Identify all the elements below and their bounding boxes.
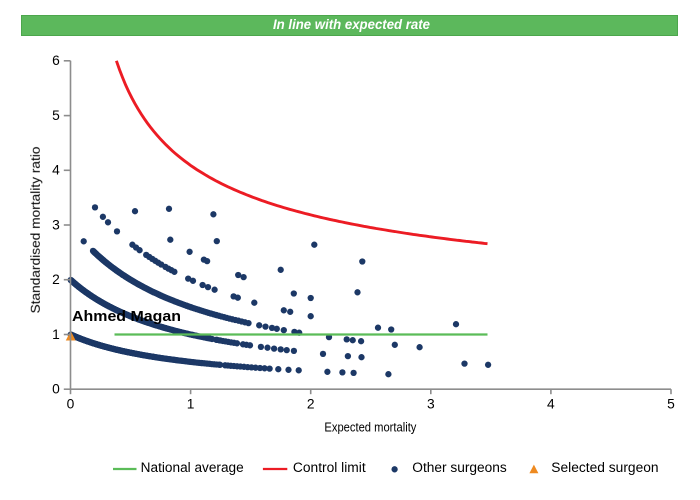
svg-text:5: 5	[52, 108, 60, 123]
svg-text:3: 3	[427, 397, 435, 412]
svg-text:Control limit: Control limit	[293, 460, 366, 475]
svg-text:0: 0	[67, 397, 75, 412]
svg-text:1: 1	[187, 397, 195, 412]
svg-text:National average: National average	[141, 460, 244, 475]
svg-text:2: 2	[307, 397, 315, 412]
svg-text:0: 0	[52, 382, 60, 397]
svg-text:2: 2	[52, 272, 60, 287]
svg-text:4: 4	[547, 397, 555, 412]
svg-text:Ahmed Magan: Ahmed Magan	[72, 309, 181, 325]
svg-text:1: 1	[52, 327, 60, 342]
svg-text:In line with expected rate: In line with expected rate	[273, 17, 430, 33]
svg-text:Selected surgeon: Selected surgeon	[551, 460, 658, 475]
svg-text:6: 6	[52, 53, 60, 68]
svg-text:Standardised mortality ratio: Standardised mortality ratio	[28, 147, 43, 314]
svg-text:Other surgeons: Other surgeons	[412, 460, 507, 475]
svg-text:4: 4	[52, 163, 60, 178]
svg-text:5: 5	[667, 397, 675, 412]
svg-text:Expected mortality: Expected mortality	[324, 420, 417, 435]
svg-text:3: 3	[52, 217, 60, 232]
